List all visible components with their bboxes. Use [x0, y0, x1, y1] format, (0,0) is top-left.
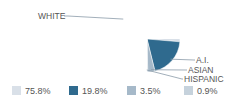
legend-swatch: [12, 86, 21, 95]
pie-slice: [147, 39, 180, 72]
legend-swatch: [69, 86, 78, 95]
pie-slice: [147, 39, 155, 72]
pie: [147, 39, 180, 72]
slice-labels: WHITEA.I.ASIANHISPANIC: [38, 11, 224, 84]
legend-label: 0.9%: [197, 86, 218, 96]
chart: WHITEA.I.ASIANHISPANIC75.8%19.8%3.5%0.9%: [0, 0, 240, 100]
pie-slice: [147, 39, 148, 72]
legend-label: 75.8%: [25, 86, 51, 96]
pie-slice: [147, 39, 180, 71]
slice-label: WHITE: [38, 11, 66, 21]
slice-label: A.I.: [196, 55, 209, 65]
leader-line: [171, 59, 195, 61]
legend-label: 3.5%: [140, 86, 161, 96]
slice-label: HISPANIC: [184, 74, 224, 84]
legend-label: 19.8%: [82, 86, 108, 96]
legend: 75.8% 19.8% 3.5% 0.9%: [12, 86, 218, 96]
leader-line: [64, 16, 123, 19]
legend-swatch: [184, 86, 193, 95]
legend-swatch: [127, 86, 136, 95]
leader-line: [147, 70, 183, 79]
leader-line: [151, 69, 187, 70]
